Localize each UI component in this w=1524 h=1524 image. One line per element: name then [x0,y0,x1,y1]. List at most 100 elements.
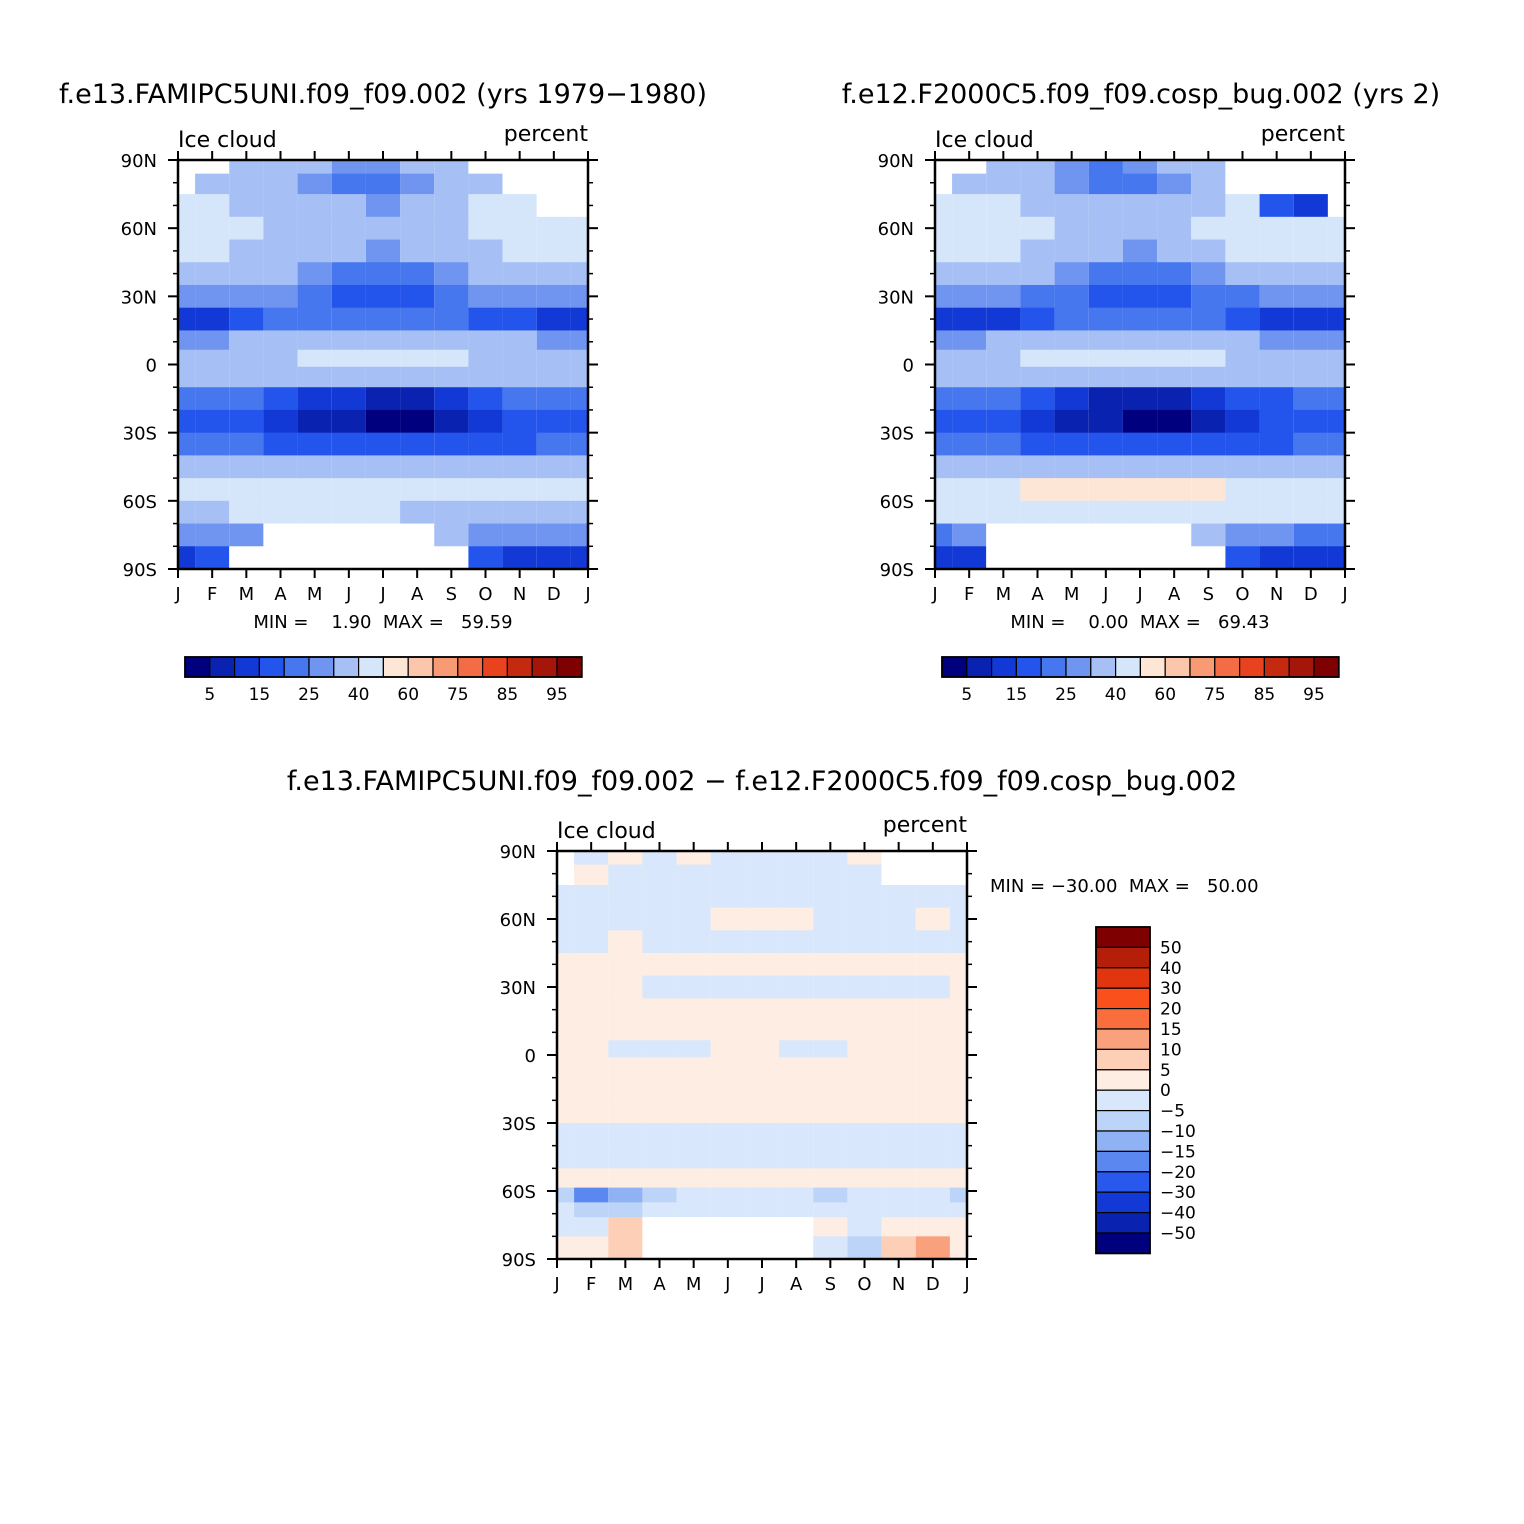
panel-2-cell [1225,194,1260,218]
panel-3-cell [881,1040,916,1058]
panel-2-cell [952,330,987,351]
panel-3-cell [881,1021,916,1041]
panel-1-cell [365,216,401,241]
panel-3-cell [710,1217,745,1237]
colorbar-label: 25 [1055,685,1077,705]
colorbar-swatch [333,656,360,678]
panel-2-cell [986,349,1021,368]
panel-2-cell [1191,173,1226,195]
panel-2-cell [1054,455,1089,479]
panel-3-cell [642,1100,677,1124]
panel-1-cell [263,366,298,388]
colorbar-label: 95 [546,685,568,705]
panel-1-cell [263,546,298,570]
panel-3-cell [847,1236,882,1260]
panel-2-cell [1122,349,1158,368]
panel-3-cell [813,1168,848,1189]
panel-3-cell [574,1123,609,1147]
panel-3-cell [642,930,677,954]
panel-3-cell [847,1187,882,1203]
colorbar-swatch [1095,1069,1151,1091]
panel-3-cell [557,1187,575,1203]
panel-2-cell [1259,284,1294,309]
colorbar-label: 5 [1160,1061,1171,1081]
panel-1-cell [434,349,469,368]
panel-2-cell [1191,546,1226,570]
panel-1-cell [468,160,503,175]
panel-2-cell [935,173,953,195]
panel-1-cell [570,546,588,570]
panel-1-cell [502,262,537,286]
colorbar-swatch [941,656,968,678]
colorbar-swatch [1090,656,1117,678]
panel-3-cell [574,1145,609,1169]
colorbar-label: 15 [1006,685,1028,705]
panel-1-cell [468,194,503,218]
panel-2-cell [1157,455,1192,479]
colorbar-swatch [1313,656,1340,678]
colorbar-swatch [1095,1028,1151,1050]
panel-3-cell [744,998,780,1022]
panel-1-cell [331,546,366,570]
panel-2-cell [1020,523,1055,547]
panel-3-cell [557,851,575,866]
panel-1-cell [570,330,588,351]
panel-2-cell [986,262,1021,286]
panel-1-cell [502,500,537,525]
panel-3-cell [949,864,967,886]
panel-1-cell [263,330,298,351]
panel-2-field [935,160,1345,570]
panel-3-cell [574,1077,609,1101]
x-tick-label: M [307,584,323,605]
panel-3-cell [949,930,967,954]
panel-2-cell [1054,349,1089,368]
panel-3-cell [608,953,643,977]
panel-1-cell [297,455,332,479]
panel-2-cell [1327,262,1345,286]
panel-3-cell [676,851,711,866]
panel-1-cell [229,387,264,411]
panel-2-cell [986,500,1021,525]
panel-3-cell [915,998,950,1022]
panel-2-cell [1122,523,1158,547]
colorbar-swatch [432,656,459,678]
panel-3-cell [915,864,950,886]
panel-3-cell [915,1202,950,1218]
colorbar-swatch [506,656,533,678]
panel-2-cell [1225,500,1260,525]
panel-3-cell [915,1077,950,1101]
panel-1-cell [400,284,435,309]
panel-1-cell [263,478,298,502]
panel-3-cell [779,975,814,999]
colorbar-swatch [1214,656,1241,678]
panel-3-cell [557,864,575,886]
panel-3-cell [949,885,967,909]
panel-1-cell [502,194,537,218]
panel-1-cell [365,409,401,434]
panel-1-cell [434,523,469,547]
panel-1-cell [468,500,503,525]
x-tick-label: M [1064,584,1080,605]
panel-2-cell [1020,284,1055,309]
panel-2-cell [1088,546,1123,570]
colorbar-label: 5 [961,685,972,705]
panel-2-cell [1225,349,1260,368]
panel-1-cell [400,500,435,525]
colorbar-label: 15 [249,685,271,705]
panel-3-cell [642,1145,677,1169]
panel-3-cell [710,1021,745,1041]
panel-1-cell [468,366,503,388]
panel-1-cell [263,194,298,218]
panel-3-cell [813,1040,848,1058]
panel-3-cell [881,930,916,954]
panel-1-cell [365,432,401,456]
panel-3-cell [642,1040,677,1058]
panel-2-cell [952,160,987,175]
panel-1-cell [536,216,571,241]
panel-3-cell [608,907,643,931]
panel-1-cell [178,387,196,411]
colorbar-label: 50 [1160,938,1182,958]
panel-1-cell [331,307,366,332]
panel-3-cell [710,1145,745,1169]
panel-1-cell [434,409,469,434]
